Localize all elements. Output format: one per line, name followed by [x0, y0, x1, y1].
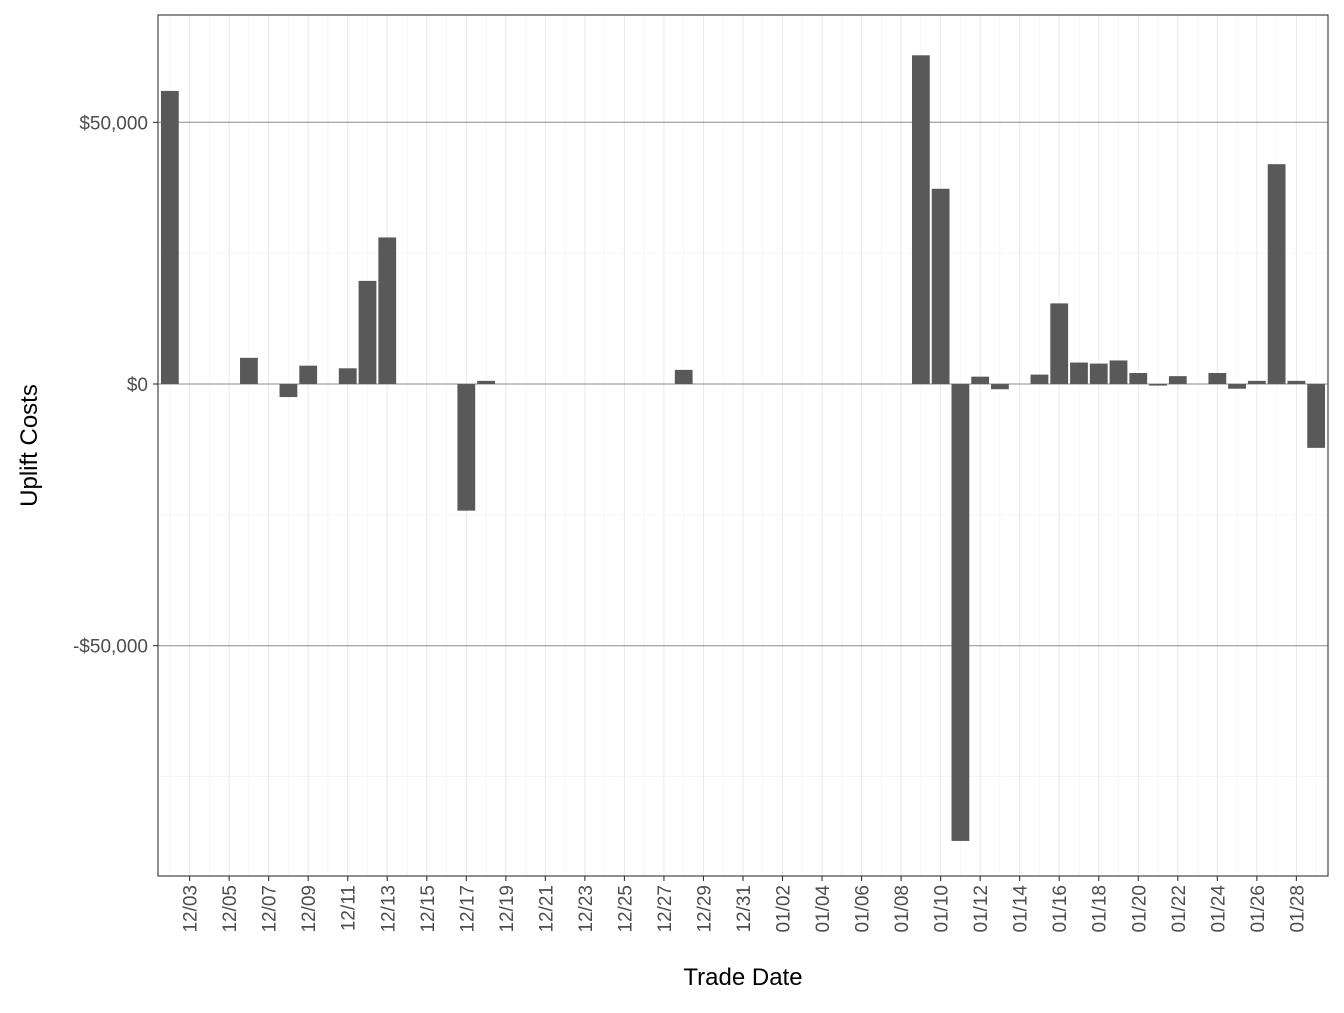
x-tick-label: 12/15: [418, 885, 439, 933]
bar-01-16: [1050, 303, 1069, 384]
bar-01-22: [1168, 376, 1187, 384]
x-tick-label: 12/17: [457, 885, 478, 933]
bar-01-09: [911, 55, 930, 385]
bar-01-26: [1247, 380, 1266, 384]
x-tick-label: 12/11: [339, 885, 360, 931]
x-tick-label: 01/12: [971, 885, 992, 933]
bar-12-09: [299, 365, 318, 384]
x-tick-label: 12/23: [576, 885, 597, 933]
x-tick-label: 01/20: [1129, 885, 1150, 933]
bar-01-21: [1149, 384, 1167, 386]
x-tick-label: 01/04: [813, 885, 834, 933]
bar-01-18: [1089, 363, 1108, 384]
bar-01-20: [1129, 373, 1148, 384]
x-tick-label: 01/02: [774, 885, 795, 933]
grid-layer: [158, 15, 1328, 876]
x-tick-label: 01/26: [1248, 885, 1269, 933]
y-axis: -$50,000 $0 $50,000: [73, 113, 158, 658]
bar-12-11: [338, 368, 357, 384]
x-tick-label: 12/05: [220, 885, 241, 933]
x-tick-label: 01/18: [1090, 885, 1111, 933]
x-tick-label: 01/08: [892, 885, 913, 933]
x-tick-label: 01/22: [1169, 885, 1190, 933]
y-tick-label: $0: [127, 375, 148, 396]
bar-12-08: [279, 384, 298, 398]
y-axis-title: Uplift Costs: [16, 384, 43, 507]
x-tick-label: 12/09: [299, 885, 320, 933]
x-tick-label: 12/19: [497, 885, 518, 933]
bar-01-27: [1267, 164, 1286, 384]
bar-01-15: [1030, 374, 1049, 384]
bar-01-19: [1109, 360, 1128, 384]
bar-12-18: [477, 380, 495, 384]
bar-01-17: [1070, 362, 1088, 384]
x-tick-label: 12/03: [181, 885, 202, 933]
x-axis-title: Trade Date: [683, 964, 802, 991]
bar-01-25: [1228, 384, 1246, 389]
bar-12-06: [240, 357, 258, 384]
x-tick-label: 01/14: [1011, 885, 1032, 933]
x-tick-label: 12/31: [734, 885, 755, 933]
x-axis: 12/03 12/05 12/07 12/09 12/11 12/13 12/15 12/17…: [181, 876, 1308, 933]
x-tick-label: 01/10: [932, 885, 953, 933]
x-tick-label: 12/25: [615, 885, 636, 933]
x-tick-label: 01/06: [853, 885, 874, 933]
bar-12-12: [358, 280, 377, 384]
bar-12-13: [378, 237, 397, 384]
bar-01-11: [951, 384, 970, 841]
bar-01-12: [971, 376, 990, 384]
x-tick-label: 12/07: [260, 885, 281, 933]
y-tick-label: -$50,000: [73, 637, 148, 658]
bar-12-28: [674, 369, 693, 384]
x-tick-label: 01/28: [1287, 885, 1308, 933]
bar-01-13: [991, 384, 1009, 390]
x-tick-label: 01/24: [1208, 885, 1229, 933]
bar-01-29: [1307, 384, 1326, 448]
bar-layer: [160, 55, 1326, 841]
bar-01-28: [1287, 380, 1306, 384]
x-tick-label: 12/13: [378, 885, 399, 933]
x-tick-label: 12/29: [694, 885, 715, 933]
x-tick-label: 12/21: [536, 885, 557, 933]
bar-12-17: [457, 384, 476, 511]
bar-01-24: [1208, 373, 1227, 384]
bar-12-02: [160, 90, 179, 384]
x-tick-label: 12/27: [655, 885, 676, 933]
bar-01-10: [931, 188, 950, 384]
x-tick-label: 01/16: [1050, 885, 1071, 933]
y-tick-label: $50,000: [79, 113, 148, 134]
